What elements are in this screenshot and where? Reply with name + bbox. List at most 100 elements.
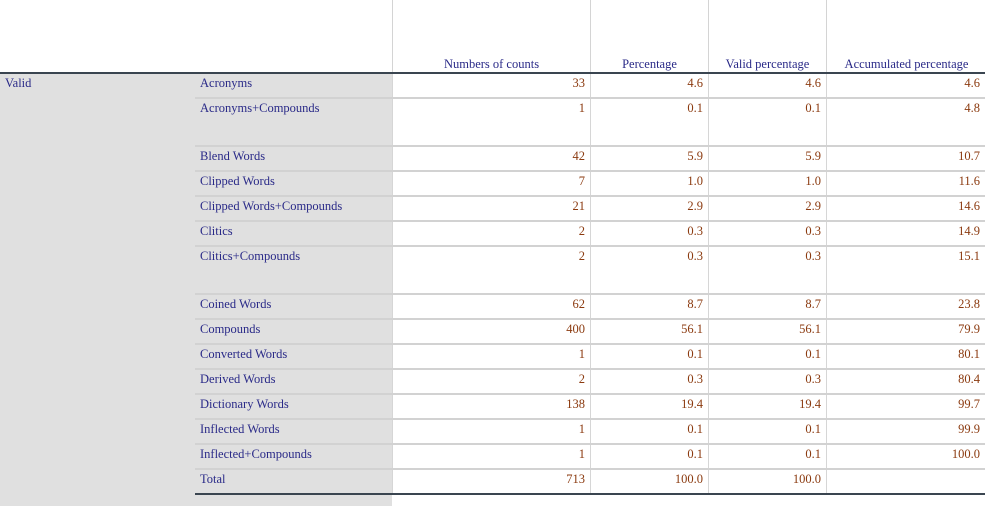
cell-percentage: 0.1 [590,98,709,147]
cell-accumulated-percentage: 14.6 [826,196,985,222]
cell-accumulated-percentage: 23.8 [826,294,985,320]
cell-accumulated-percentage: 4.8 [826,98,985,147]
cell-accumulated-percentage [826,469,985,495]
cell-percentage: 5.9 [590,146,709,172]
cell-valid-percentage: 56.1 [708,319,827,345]
cell-count: 713 [392,469,591,495]
table-row: Clipped Words+Compounds 21 2.9 2.9 14.6 [195,196,985,222]
col-header-label: Accumulated percentage [844,57,969,71]
cell-percentage: 0.1 [590,344,709,370]
row-label: Clipped Words+Compounds [195,196,393,222]
cell-valid-percentage: 2.9 [708,196,827,222]
row-label: Dictionary Words [195,394,393,420]
table-row: Clitics 2 0.3 0.3 14.9 [195,221,985,247]
table-row: Derived Words 2 0.3 0.3 80.4 [195,369,985,395]
cell-percentage: 2.9 [590,196,709,222]
table-row: Coined Words 62 8.7 8.7 23.8 [195,294,985,320]
group-label: Valid [5,76,32,90]
row-label: Acronyms+Compounds [195,98,393,147]
cell-percentage: 0.1 [590,444,709,470]
cell-count: 2 [392,221,591,247]
cell-count: 2 [392,369,591,395]
cell-count: 138 [392,394,591,420]
cell-count: 7 [392,171,591,197]
row-label: Inflected+Compounds [195,444,393,470]
cell-count: 1 [392,419,591,445]
col-header-valid-percentage: Valid percentage [708,0,826,72]
cell-valid-percentage: 0.1 [708,98,827,147]
table-row: Inflected+Compounds 1 0.1 0.1 100.0 [195,444,985,470]
table-row: Inflected Words 1 0.1 0.1 99.9 [195,419,985,445]
table-row: Converted Words 1 0.1 0.1 80.1 [195,344,985,370]
cell-percentage: 100.0 [590,469,709,495]
cell-count: 33 [392,74,591,99]
data-table: Acronyms 33 4.6 4.6 4.6 Acronyms+Compounds 1 0.… [195,74,985,495]
cell-count: 1 [392,344,591,370]
cell-count: 2 [392,246,591,295]
col-header-label: Percentage [622,57,677,71]
row-label: Derived Words [195,369,393,395]
cell-percentage: 8.7 [590,294,709,320]
table-row: Blend Words 42 5.9 5.9 10.7 [195,146,985,172]
table-row: Acronyms 33 4.6 4.6 4.6 [195,74,985,99]
cell-valid-percentage: 0.3 [708,221,827,247]
cell-valid-percentage: 1.0 [708,171,827,197]
cell-valid-percentage: 8.7 [708,294,827,320]
cell-accumulated-percentage: 15.1 [826,246,985,295]
table-row: Compounds 400 56.1 56.1 79.9 [195,319,985,345]
row-label: Compounds [195,319,393,345]
cell-accumulated-percentage: 99.7 [826,394,985,420]
cell-accumulated-percentage: 100.0 [826,444,985,470]
cell-valid-percentage: 4.6 [708,74,827,99]
row-label: Clitics+Compounds [195,246,393,295]
table-row: Clitics+Compounds 2 0.3 0.3 15.1 [195,246,985,295]
table-row: Clipped Words 7 1.0 1.0 11.6 [195,171,985,197]
cell-valid-percentage: 19.4 [708,394,827,420]
row-label: Clipped Words [195,171,393,197]
table-row: Total 713 100.0 100.0 [195,469,985,495]
cell-percentage: 0.3 [590,369,709,395]
row-label: Blend Words [195,146,393,172]
row-label: Clitics [195,221,393,247]
cell-percentage: 4.6 [590,74,709,99]
cell-percentage: 0.3 [590,221,709,247]
cell-valid-percentage: 100.0 [708,469,827,495]
cell-accumulated-percentage: 80.1 [826,344,985,370]
cell-count: 400 [392,319,591,345]
cell-accumulated-percentage: 80.4 [826,369,985,395]
cell-count: 1 [392,444,591,470]
row-label: Coined Words [195,294,393,320]
col-header-percentage: Percentage [590,0,708,72]
table-row: Dictionary Words 138 19.4 19.4 99.7 [195,394,985,420]
cell-percentage: 56.1 [590,319,709,345]
cell-percentage: 0.3 [590,246,709,295]
cell-count: 62 [392,294,591,320]
cell-accumulated-percentage: 4.6 [826,74,985,99]
cell-percentage: 1.0 [590,171,709,197]
row-label: Inflected Words [195,419,393,445]
cell-accumulated-percentage: 10.7 [826,146,985,172]
cell-accumulated-percentage: 11.6 [826,171,985,197]
col-header-label: Valid percentage [725,57,810,71]
cell-count: 21 [392,196,591,222]
col-header-accumulated-percentage: Accumulated percentage [826,0,985,72]
cell-count: 42 [392,146,591,172]
cell-valid-percentage: 0.3 [708,369,827,395]
cell-accumulated-percentage: 79.9 [826,319,985,345]
table-row: Acronyms+Compounds 1 0.1 0.1 4.8 [195,98,985,147]
cell-count: 1 [392,98,591,147]
cell-valid-percentage: 0.1 [708,419,827,445]
cell-accumulated-percentage: 14.9 [826,221,985,247]
col-header-count: Numbers of counts [392,0,590,72]
row-label: Total [195,469,393,495]
cell-valid-percentage: 0.1 [708,344,827,370]
cell-percentage: 0.1 [590,419,709,445]
cell-valid-percentage: 5.9 [708,146,827,172]
col-header-label: Numbers of counts [443,57,540,71]
cell-valid-percentage: 0.1 [708,444,827,470]
cell-accumulated-percentage: 99.9 [826,419,985,445]
header-divider [0,72,985,74]
row-label: Converted Words [195,344,393,370]
cell-valid-percentage: 0.3 [708,246,827,295]
